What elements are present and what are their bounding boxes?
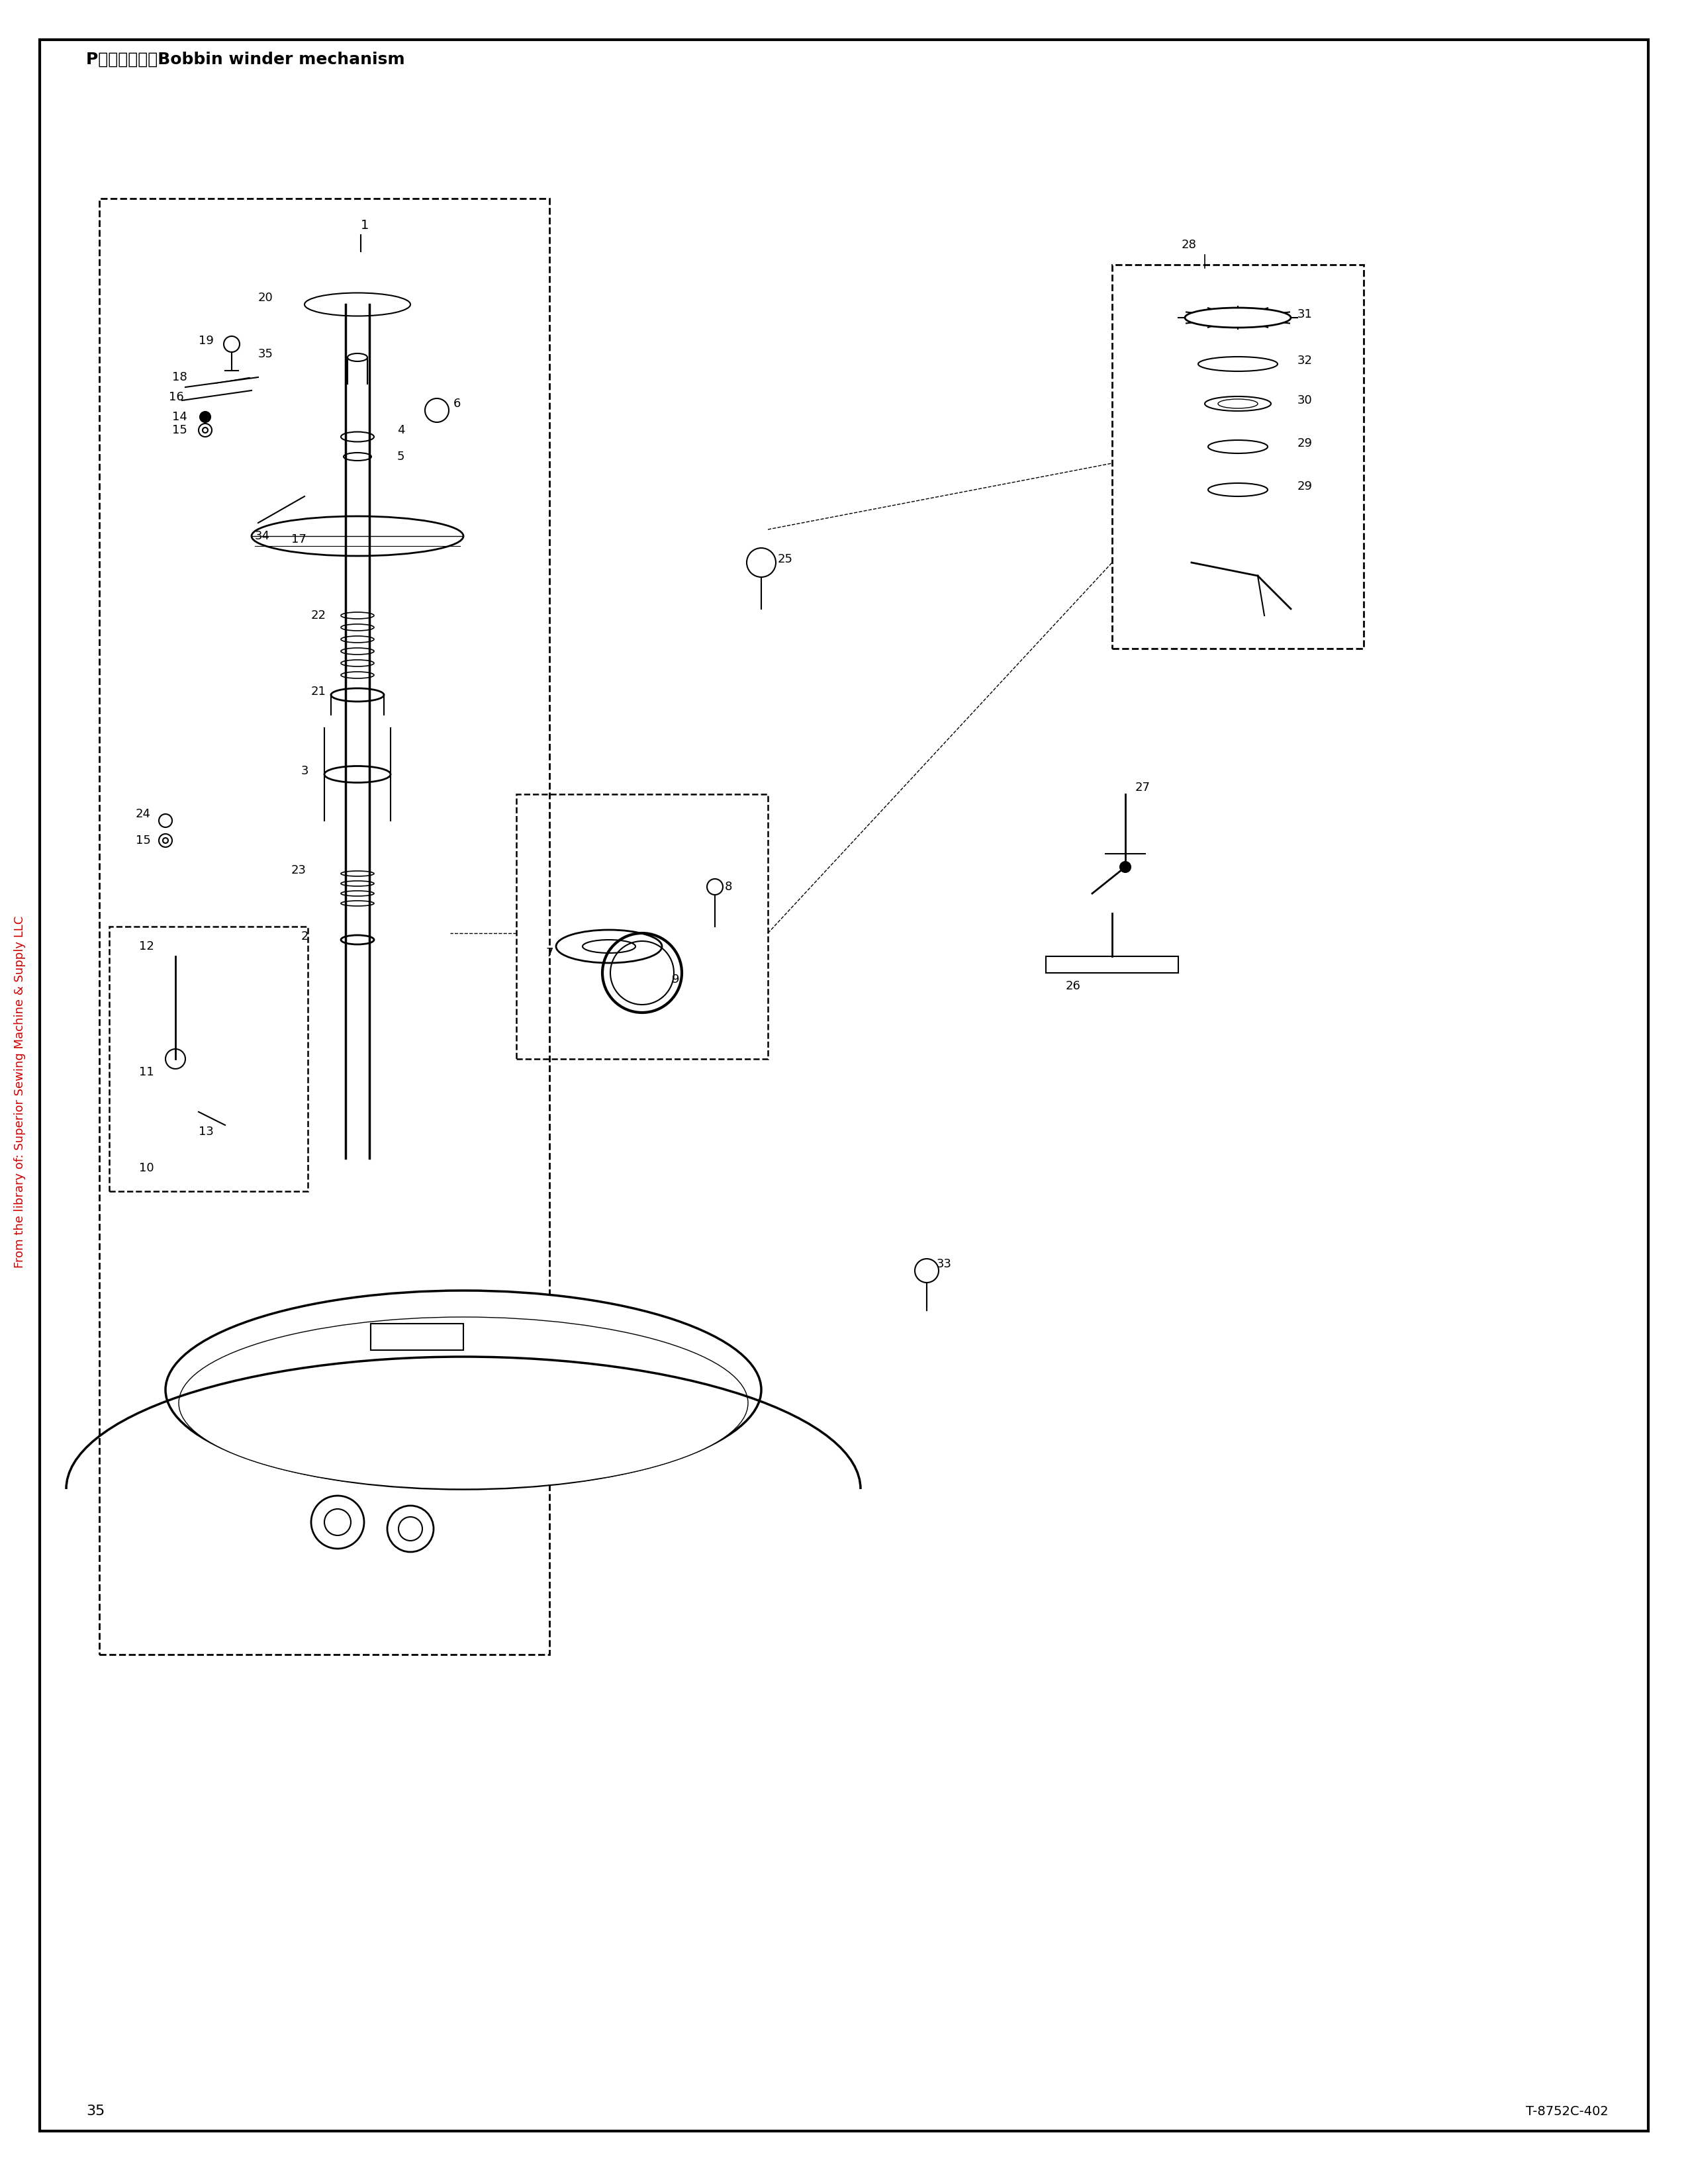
Text: 27: 27 (1136, 782, 1151, 793)
Text: 19: 19 (199, 334, 214, 347)
Ellipse shape (324, 767, 390, 782)
Text: 29: 29 (1298, 437, 1313, 450)
Ellipse shape (341, 673, 375, 679)
Text: 11: 11 (138, 1066, 154, 1079)
Text: 29: 29 (1298, 480, 1313, 491)
Text: T-8752C-402: T-8752C-402 (1526, 2105, 1609, 2118)
Text: 23: 23 (292, 865, 307, 876)
Ellipse shape (1185, 308, 1291, 328)
Circle shape (199, 411, 211, 422)
Text: 30: 30 (1298, 395, 1313, 406)
Text: 13: 13 (199, 1125, 214, 1138)
Ellipse shape (344, 452, 371, 461)
Ellipse shape (341, 900, 375, 906)
Ellipse shape (1205, 397, 1271, 411)
Text: 17: 17 (292, 533, 307, 546)
Ellipse shape (341, 660, 375, 666)
Text: 33: 33 (937, 1258, 952, 1271)
Ellipse shape (1209, 441, 1268, 454)
Text: 21: 21 (311, 686, 326, 697)
Ellipse shape (341, 432, 375, 441)
Ellipse shape (304, 293, 410, 317)
Ellipse shape (165, 1291, 761, 1489)
Text: 9: 9 (672, 974, 680, 985)
Text: 1: 1 (361, 218, 370, 232)
Text: P．糸巻関係／Bobbin winder mechanism: P．糸巻関係／Bobbin winder mechanism (86, 52, 405, 68)
Text: 3: 3 (300, 764, 309, 778)
Ellipse shape (1198, 356, 1278, 371)
Bar (517, 795, 768, 1059)
Text: 15: 15 (135, 834, 150, 847)
Text: 26: 26 (1065, 981, 1080, 992)
Bar (100, 199, 549, 1655)
Ellipse shape (341, 880, 375, 887)
Text: 8: 8 (724, 880, 733, 893)
Text: 24: 24 (135, 808, 150, 819)
Text: 16: 16 (169, 391, 184, 404)
Circle shape (1121, 863, 1131, 871)
Ellipse shape (179, 1317, 748, 1489)
Ellipse shape (582, 939, 635, 952)
Ellipse shape (341, 871, 375, 876)
Text: 6: 6 (454, 397, 461, 411)
Text: 20: 20 (258, 293, 273, 304)
Text: 25: 25 (778, 553, 793, 566)
Text: 5: 5 (397, 450, 405, 463)
Text: 35: 35 (258, 347, 273, 360)
Ellipse shape (341, 612, 375, 618)
Ellipse shape (341, 636, 375, 642)
Bar (371, 1324, 464, 1350)
Bar (1047, 957, 1178, 972)
Ellipse shape (252, 515, 464, 557)
Ellipse shape (555, 930, 662, 963)
Text: 32: 32 (1298, 354, 1313, 367)
Bar (1112, 264, 1364, 649)
Text: 35: 35 (86, 2105, 105, 2118)
Text: 2: 2 (300, 930, 309, 943)
Text: 22: 22 (311, 609, 326, 622)
Text: 15: 15 (172, 424, 187, 437)
Ellipse shape (341, 891, 375, 895)
Text: From the library of: Superior Sewing Machine & Supply LLC: From the library of: Superior Sewing Mac… (14, 915, 25, 1269)
Text: 7: 7 (547, 948, 554, 959)
Text: 31: 31 (1298, 308, 1313, 321)
Text: 4: 4 (397, 424, 405, 437)
Ellipse shape (341, 935, 375, 943)
Ellipse shape (1219, 400, 1258, 408)
Ellipse shape (348, 354, 368, 360)
Ellipse shape (1209, 483, 1268, 496)
Text: 34: 34 (255, 531, 270, 542)
Ellipse shape (341, 625, 375, 631)
Text: 14: 14 (172, 411, 187, 424)
Ellipse shape (341, 649, 375, 655)
Text: 28: 28 (1182, 238, 1197, 251)
Text: 12: 12 (138, 941, 154, 952)
Text: 10: 10 (138, 1162, 154, 1175)
Ellipse shape (331, 688, 383, 701)
Text: 18: 18 (172, 371, 187, 382)
Bar (110, 926, 307, 1190)
